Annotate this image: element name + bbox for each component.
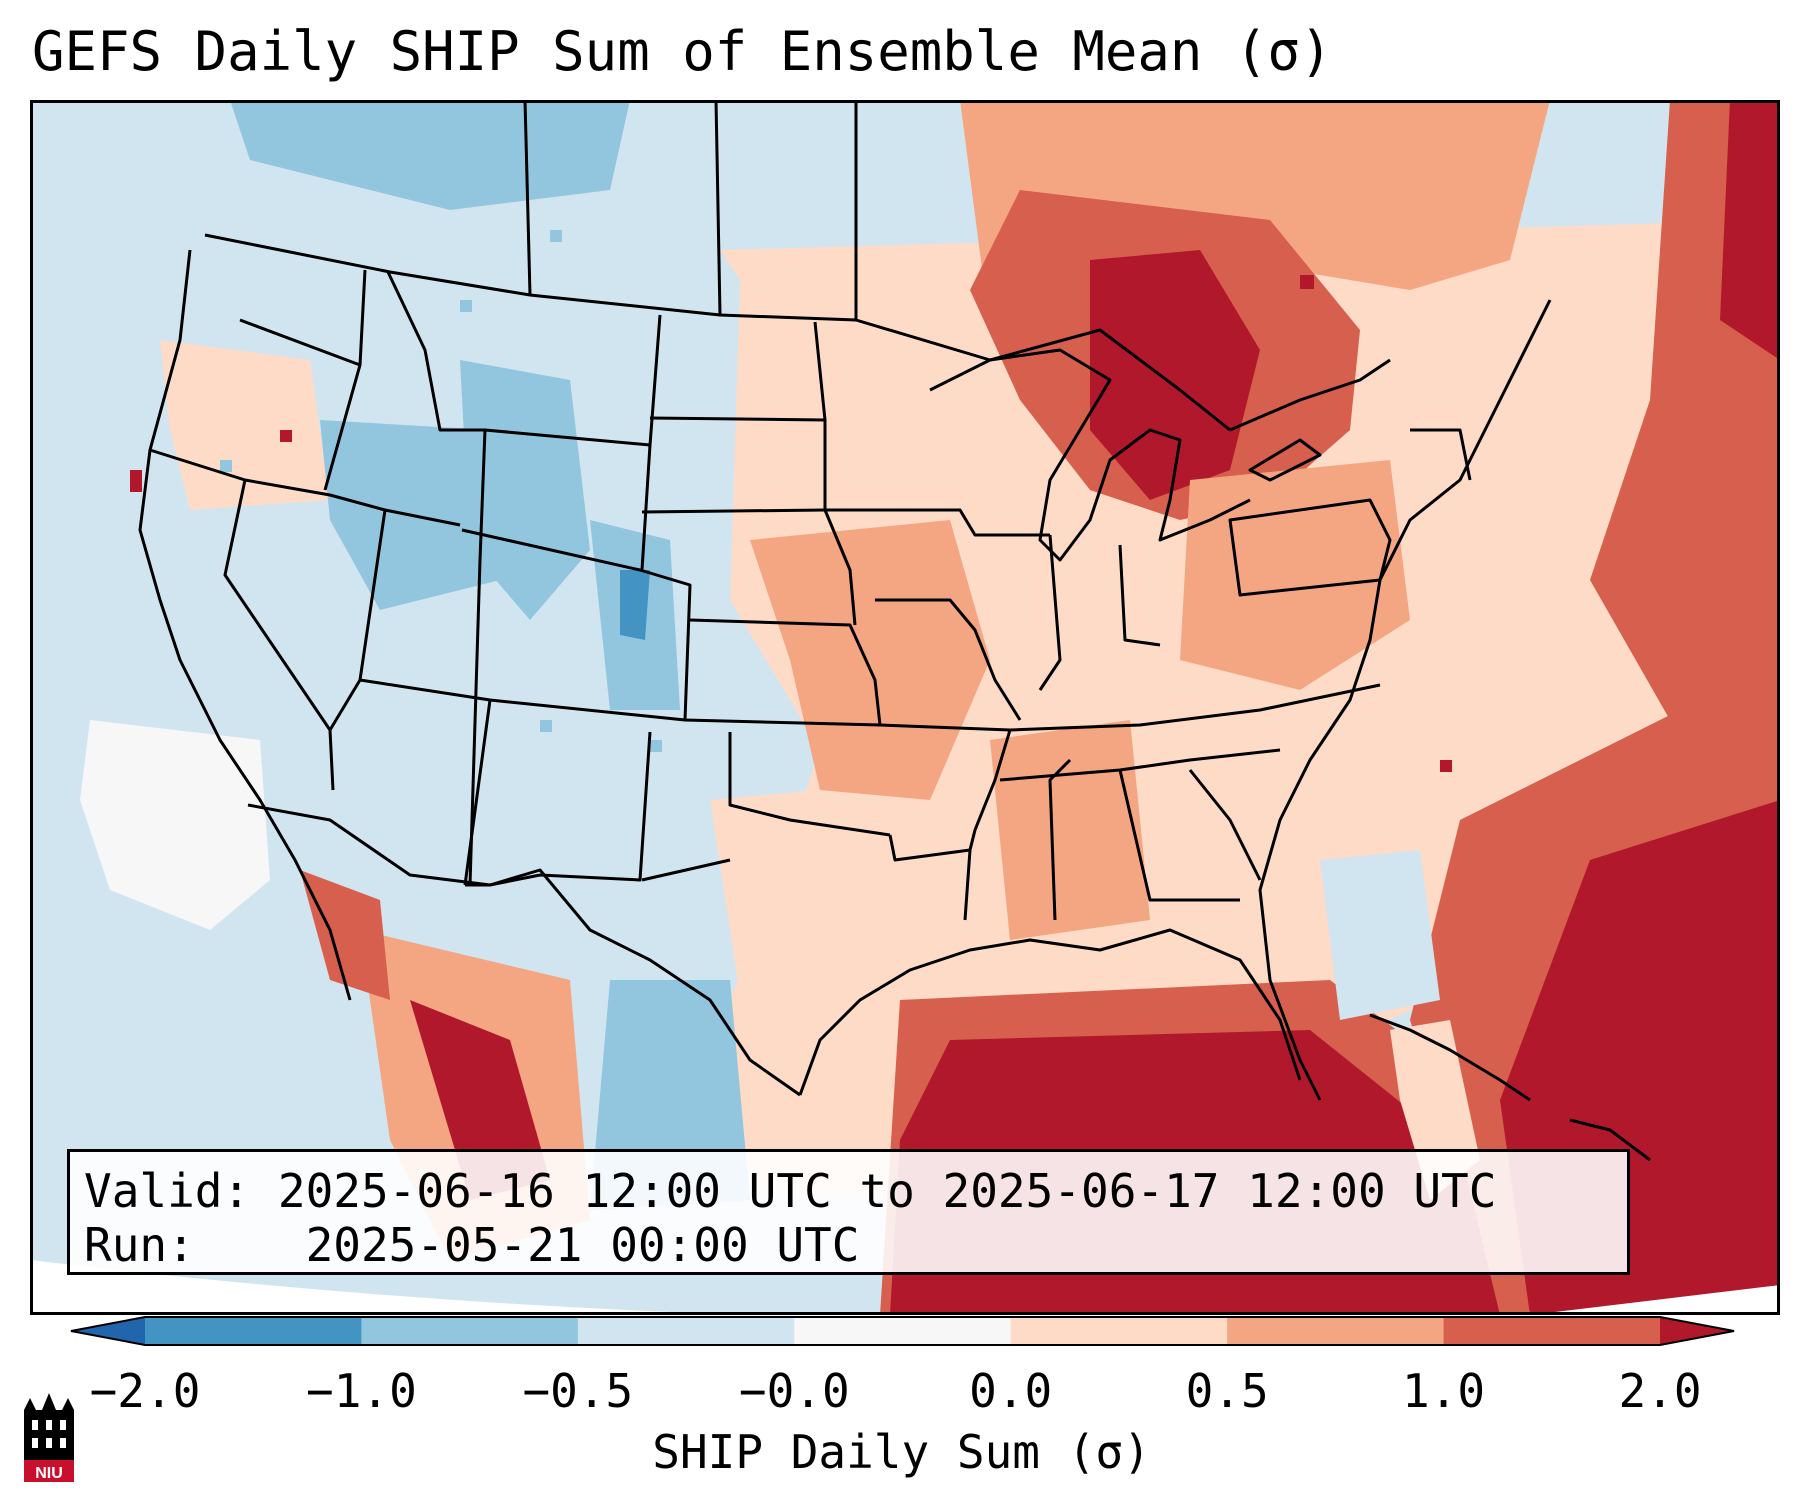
colorbar-tick-label: 2.0 (1618, 1364, 1702, 1418)
colorbar-segment (1010, 1317, 1228, 1345)
field-lakes-core (1090, 250, 1260, 500)
field-northwest-blue (230, 100, 630, 210)
colorbar-extend-high (1660, 1317, 1734, 1345)
field-rockies-blue (460, 360, 590, 620)
field-atlantic-core (1720, 100, 1780, 360)
political-boundaries (138, 100, 1651, 1162)
field-southeast-light (1320, 850, 1440, 1020)
colorbar (70, 1316, 1735, 1346)
map-title: GEFS Daily SHIP Sum of Ensemble Mean (σ) (32, 20, 1333, 83)
field-colorado-core (620, 570, 650, 640)
valid-value: 2025-06-16 12:00 UTC to 2025-06-17 12:00… (277, 1164, 1497, 1218)
field-pacific-white (80, 720, 270, 930)
colorbar-tick-label: 0.5 (1185, 1364, 1269, 1418)
grid-cells (220, 230, 662, 752)
colorbar-tick-label: 1.0 (1402, 1364, 1486, 1418)
field-socal-red (300, 870, 390, 1000)
colorbar-segment (1443, 1317, 1661, 1345)
colorbar-segment (145, 1317, 362, 1345)
ship-anomaly-map (30, 100, 1780, 1315)
colorbar-segment (577, 1317, 795, 1345)
field-central-orange (750, 520, 990, 800)
valid-label: Valid: (84, 1164, 251, 1218)
colorbar-label: SHIP Daily Sum (σ) (652, 1425, 1151, 1479)
valid-run-info-box: Valid: 2025-06-16 12:00 UTC to 2025-06-1… (67, 1149, 1630, 1275)
colorbar-tick-label: −2.0 (89, 1364, 201, 1418)
colorbar-extend-low (71, 1317, 145, 1345)
colorbar-segment (794, 1317, 1012, 1345)
colorbar-tick-label: −0.0 (738, 1364, 850, 1418)
colorbar-tick-label: 0.0 (969, 1364, 1053, 1418)
run-value: 2025-05-21 00:00 UTC (305, 1218, 860, 1272)
field-southern-plains (990, 720, 1150, 940)
colorbar-segment (1227, 1317, 1445, 1345)
run-label: Run: (84, 1218, 195, 1272)
field-texas-light (710, 790, 890, 1100)
grid-cells-red (130, 275, 1452, 772)
logo-text: NIU (35, 1465, 63, 1482)
colorbar-segment (361, 1317, 579, 1345)
colorbar-tick-label: −1.0 (306, 1364, 417, 1418)
niu-tower-logo-icon: NIU (24, 1393, 74, 1482)
colorbar-tick-label: −0.5 (522, 1364, 634, 1418)
